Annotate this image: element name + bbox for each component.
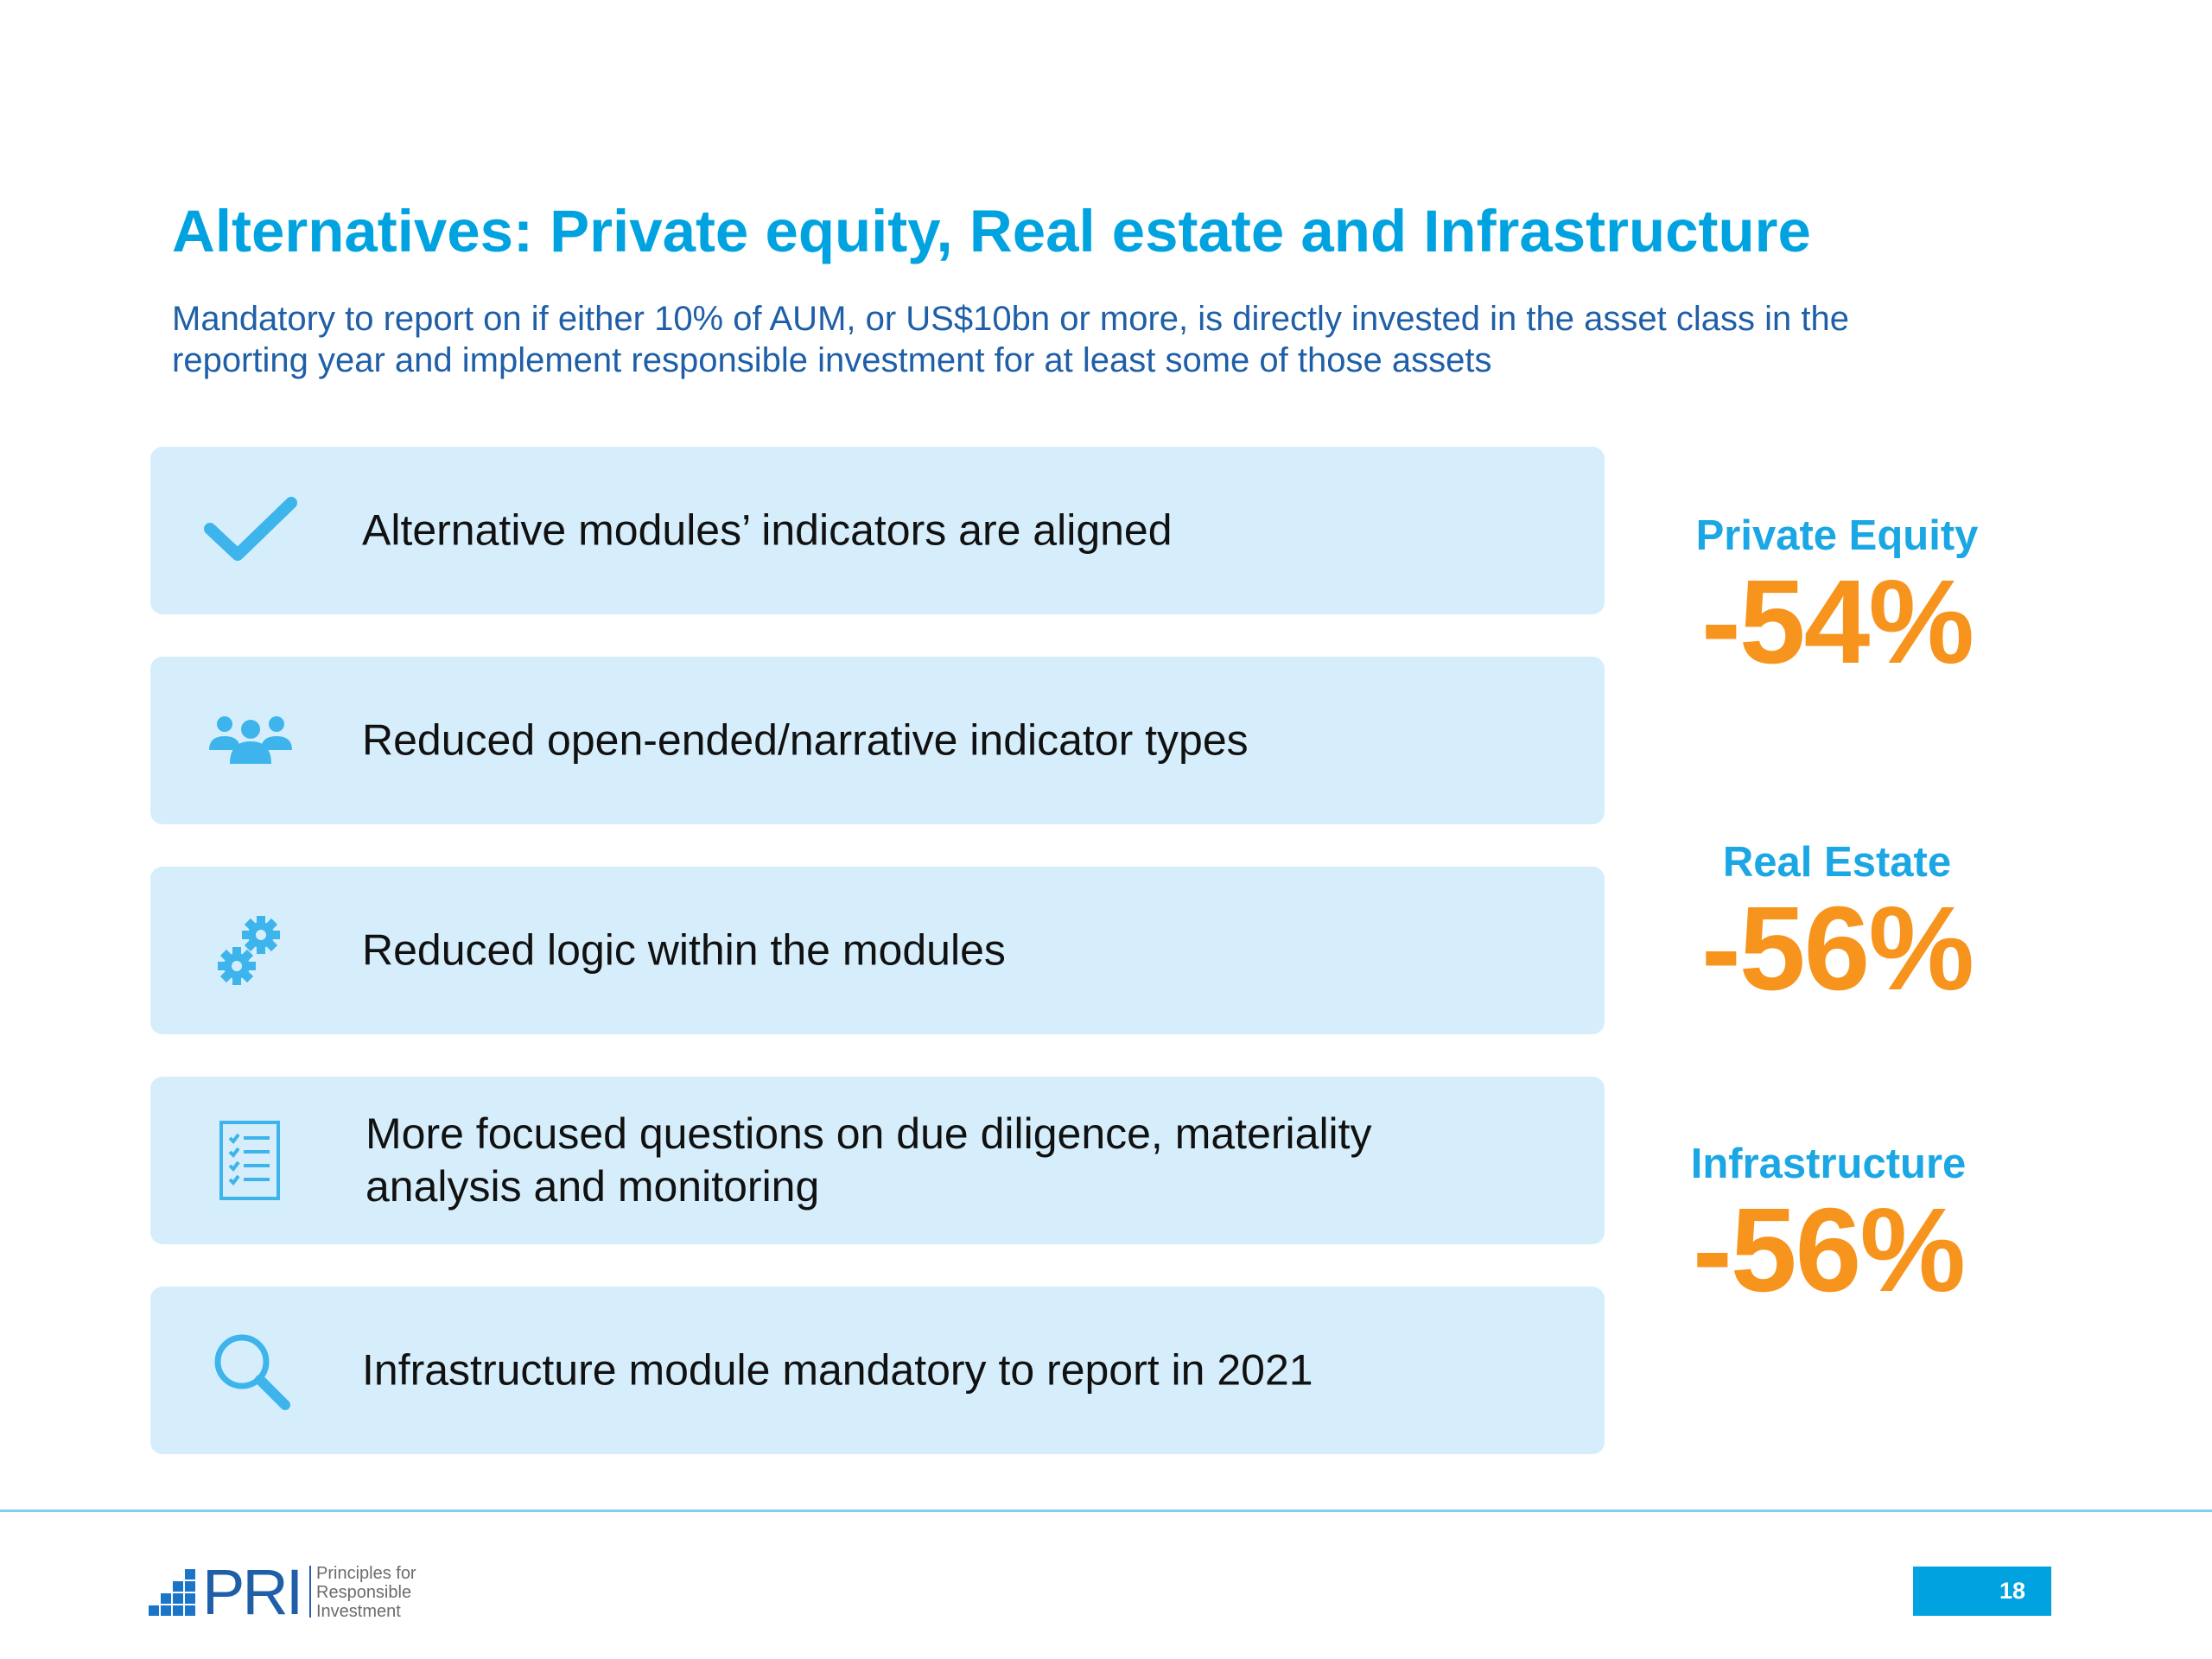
footer-divider bbox=[0, 1510, 2212, 1512]
feature-text-line: Infrastructure module mandatory to repor… bbox=[362, 1345, 1313, 1395]
logo-separator bbox=[309, 1566, 311, 1618]
feature-item-aligned-indicators: Alternative modules’ indicators are alig… bbox=[150, 447, 1605, 614]
gears-icon bbox=[199, 907, 302, 994]
stat-value: -56% bbox=[1700, 882, 1974, 1015]
stat-value: -54% bbox=[1700, 556, 1974, 689]
feature-text-line: Alternative modules’ indicators are alig… bbox=[362, 505, 1173, 555]
feature-text-line: Reduced logic within the modules bbox=[362, 925, 1006, 975]
magnifier-icon bbox=[199, 1327, 302, 1414]
feature-text-line: More focused questions on due diligence,… bbox=[365, 1109, 1372, 1158]
checkmark-icon bbox=[199, 487, 302, 574]
subtitle-line: reporting year and implement responsible… bbox=[172, 341, 1492, 379]
logo-tagline-line: Investment bbox=[316, 1602, 401, 1621]
stat-value: -56% bbox=[1692, 1184, 1966, 1317]
people-group-icon bbox=[199, 697, 302, 784]
logo-tagline: Principles for Responsible Investment bbox=[316, 1564, 416, 1621]
page-number: 18 bbox=[1913, 1567, 2051, 1616]
feature-item-text: Infrastructure module mandatory to repor… bbox=[362, 1344, 1572, 1397]
feature-item-reduced-logic: Reduced logic within the modules bbox=[150, 867, 1605, 1034]
pri-logo: PRI Principles for Responsible Investmen… bbox=[149, 1556, 442, 1628]
logo-tagline-line: Responsible bbox=[316, 1583, 412, 1602]
stat-real-estate: Real Estate -56% bbox=[1638, 836, 2036, 1009]
stat-label: Private Equity bbox=[1695, 512, 1979, 559]
feature-item-infrastructure-mandatory: Infrastructure module mandatory to repor… bbox=[150, 1287, 1605, 1454]
feature-text-line: analysis and monitoring bbox=[365, 1162, 820, 1211]
slide-title: Alternatives: Private equity, Real estat… bbox=[172, 198, 1811, 264]
feature-item-text: Alternative modules’ indicators are alig… bbox=[362, 505, 1572, 557]
slide-subtitle: Mandatory to report on if either 10% of … bbox=[172, 298, 2073, 381]
logo-wordmark: PRI bbox=[202, 1556, 303, 1628]
feature-item-text: More focused questions on due diligence,… bbox=[365, 1108, 1575, 1213]
logo-tagline-line: Principles for bbox=[316, 1564, 416, 1583]
stat-label: Real Estate bbox=[1722, 839, 1952, 886]
stat-label: Infrastructure bbox=[1690, 1141, 1967, 1187]
stat-infrastructure: Infrastructure -56% bbox=[1630, 1138, 2027, 1311]
feature-item-text: Reduced open-ended/narrative indicator t… bbox=[362, 715, 1572, 767]
stat-private-equity: Private Equity -54% bbox=[1638, 510, 2036, 683]
feature-item-focused-questions: More focused questions on due diligence,… bbox=[150, 1077, 1605, 1244]
feature-item-narrative-indicators: Reduced open-ended/narrative indicator t… bbox=[150, 657, 1605, 824]
feature-text-line: Reduced open-ended/narrative indicator t… bbox=[362, 715, 1249, 765]
subtitle-line: Mandatory to report on if either 10% of … bbox=[172, 300, 1849, 338]
checklist-icon bbox=[199, 1117, 302, 1204]
feature-item-text: Reduced logic within the modules bbox=[362, 925, 1572, 977]
